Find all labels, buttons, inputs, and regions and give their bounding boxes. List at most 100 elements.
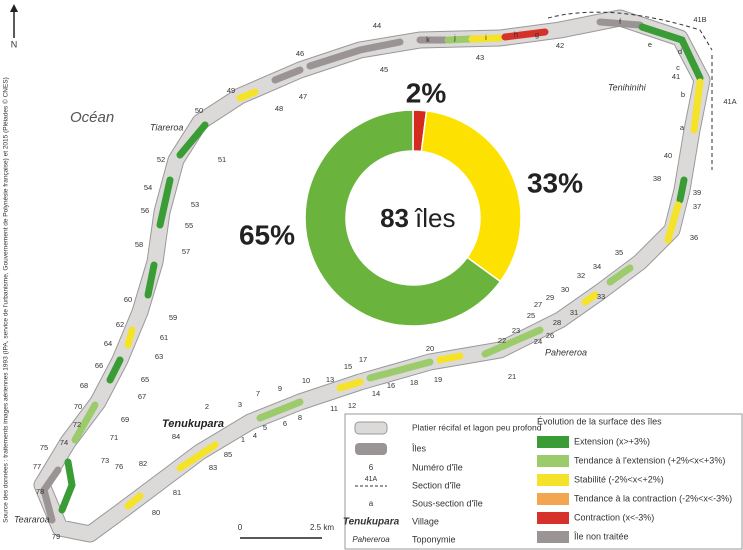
island-number: 52 (157, 155, 165, 164)
island-number: 24 (534, 337, 542, 346)
place-name: Pahereroa (545, 347, 587, 357)
island-number: 28 (553, 318, 561, 327)
island-number: 8 (298, 413, 302, 422)
subsection-letter: i (485, 33, 487, 42)
island-number: 55 (185, 221, 193, 230)
island-number: 61 (160, 333, 168, 342)
island-number: 78 (36, 487, 44, 496)
legend-label: Section d'île (412, 480, 461, 490)
island (676, 176, 688, 204)
legend-symbol: Pahereroa (352, 535, 390, 544)
island-number: 42 (556, 41, 564, 50)
island-number: 51 (218, 155, 226, 164)
island-number: 9 (278, 384, 282, 393)
legend-swatch (537, 455, 569, 467)
island-number: 59 (169, 313, 177, 322)
subsection-letter: f (619, 17, 622, 26)
north-arrow-head (10, 4, 18, 12)
island-number: 1 (241, 435, 245, 444)
island-number: 5 (263, 423, 267, 432)
island-number: 75 (40, 443, 48, 452)
island-number: 2 (205, 402, 209, 411)
island-number: 67 (138, 392, 146, 401)
legend-label: Sous-section d'île (412, 498, 483, 508)
island (124, 492, 144, 510)
island-number: 56 (141, 206, 149, 215)
subsection-letter: d (678, 47, 682, 56)
island-number: 23 (512, 326, 520, 335)
legend-label: Toponymie (412, 534, 456, 544)
legend-label: Contraction (x<-3%) (574, 512, 654, 522)
north-label: N (11, 39, 18, 49)
legend-label: Île non traitée (573, 531, 629, 541)
island-number: 66 (95, 361, 103, 370)
island-number: 19 (434, 375, 442, 384)
subsection-letter: b (681, 90, 685, 99)
slice-label: 33% (527, 167, 583, 198)
island (336, 378, 364, 392)
subsection-letter: e (648, 40, 652, 49)
legend-symbol: Tenukupara (343, 517, 400, 528)
island-number: 69 (121, 415, 129, 424)
island-number: 4 (253, 431, 257, 440)
subsection-letter: c (676, 63, 680, 72)
island (444, 35, 474, 44)
island-number: 11 (330, 404, 338, 413)
place-name: Tiareroa (150, 122, 183, 132)
island-number: 62 (116, 320, 124, 329)
legend-title: Évolution de la surface des îles (537, 416, 662, 426)
island-number: 72 (73, 420, 81, 429)
island (58, 458, 76, 514)
subsection-letter: k (426, 35, 430, 44)
island-number: 76 (115, 462, 123, 471)
island (501, 28, 549, 41)
island-number: 65 (141, 375, 149, 384)
island-number: 73 (101, 456, 109, 465)
island-number: 21 (508, 372, 516, 381)
legend-label: Îles (411, 443, 427, 453)
island-number: 50 (195, 106, 203, 115)
legend-swatch (537, 474, 569, 486)
island-number: 29 (546, 293, 554, 302)
slice-label: 65% (239, 219, 295, 250)
legend-symbol: 6 (369, 463, 374, 472)
place-name: Teararoa (14, 514, 50, 524)
legend-label: Tendance à l'extension (+2%<x<+3%) (574, 455, 725, 465)
island (366, 358, 434, 382)
island-number: 70 (74, 402, 82, 411)
legend-label: Extension (x>+3%) (574, 436, 650, 446)
island-number: 27 (534, 300, 542, 309)
island (596, 18, 644, 29)
pie-chart: 2% 33% 65% 83 îles (239, 77, 583, 327)
island (436, 352, 464, 364)
center-unit: îles (414, 203, 455, 233)
island-number: 49 (227, 86, 235, 95)
source-note: Source des données : traitements images … (2, 77, 10, 523)
island-number: 34 (593, 262, 601, 271)
island (271, 66, 304, 84)
legend-swatch (537, 493, 569, 505)
ocean-label: Océan (70, 109, 114, 126)
islands (40, 18, 704, 524)
island-number: 31 (570, 308, 578, 317)
island-number: 41 (672, 72, 680, 81)
island-number: 25 (527, 311, 535, 320)
island-number: 68 (80, 381, 88, 390)
island-number: 44 (373, 21, 381, 30)
island-number: 57 (182, 247, 190, 256)
island (690, 78, 704, 134)
island-number: 22 (498, 336, 506, 345)
island-number: 84 (172, 432, 180, 441)
island (176, 121, 209, 159)
island (468, 34, 504, 43)
scale-start: 0 (238, 523, 243, 532)
island-number: 33 (597, 292, 605, 301)
island-number: 14 (372, 389, 380, 398)
island (606, 264, 634, 286)
island-number: 47 (299, 92, 307, 101)
island-number: 38 (653, 174, 661, 183)
island-number: 36 (690, 233, 698, 242)
island-number: 17 (359, 355, 367, 364)
island-number: 60 (124, 295, 132, 304)
